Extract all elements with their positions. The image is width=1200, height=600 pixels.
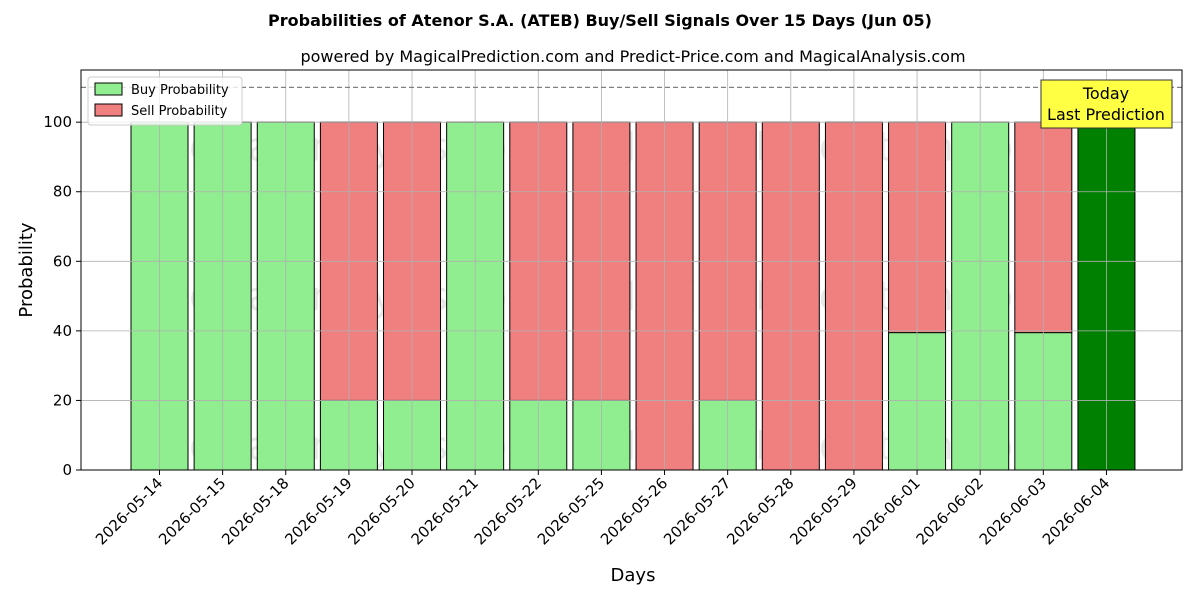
x-axis-ticks: 2026-05-142026-05-152026-05-182026-05-19… (92, 470, 1113, 548)
x-tick-label: 2026-06-04 (1039, 474, 1113, 548)
x-tick-label: 2026-06-02 (913, 474, 987, 548)
legend-label-buy: Buy Probability (131, 83, 229, 98)
x-tick-label: 2026-05-29 (786, 474, 860, 548)
legend-label-sell: Sell Probability (131, 104, 228, 119)
x-axis-label: Days (611, 565, 656, 586)
x-tick-label: 2026-05-21 (408, 474, 482, 548)
legend-swatch-sell (94, 103, 123, 117)
y-axis-label: Probability (16, 222, 37, 317)
today-annotation: Today Last Prediction (1040, 79, 1173, 129)
y-tick-label: 60 (53, 252, 72, 270)
x-tick-label: 2026-06-01 (850, 474, 924, 548)
chart-title: Probabilities of Atenor S.A. (ATEB) Buy/… (268, 11, 932, 30)
y-tick-label: 80 (53, 183, 72, 201)
reference-line-layer (81, 70, 1182, 471)
x-tick-label: 2026-06-03 (976, 474, 1050, 548)
x-tick-label: 2026-05-15 (155, 474, 229, 548)
x-tick-label: 2026-05-18 (218, 474, 292, 548)
legend-box (87, 76, 243, 126)
x-tick-label: 2026-05-20 (344, 474, 418, 548)
legend-swatch-buy (94, 82, 123, 96)
y-tick-label: 100 (43, 113, 72, 131)
legend: Buy Probability Sell Probability (87, 76, 243, 126)
x-tick-label: 2026-05-28 (723, 474, 797, 548)
annotation-line-2: Last Prediction (1047, 105, 1165, 124)
plot-frame (80, 69, 1183, 471)
y-tick-label: 0 (62, 461, 72, 479)
annotation-line-1: Today (1082, 84, 1129, 103)
x-tick-label: 2026-05-22 (471, 474, 545, 548)
x-tick-label: 2026-05-25 (534, 474, 608, 548)
y-axis-ticks: 0 20 40 60 80 100 (43, 113, 81, 479)
x-tick-label: 2026-05-27 (660, 474, 734, 548)
annotation-box (1040, 79, 1173, 129)
x-tick-label: 2026-05-19 (281, 474, 355, 548)
y-tick-label: 20 (53, 391, 72, 409)
chart-subtitle: powered by MagicalPrediction.com and Pre… (300, 47, 965, 66)
x-tick-label: 2026-05-26 (597, 474, 671, 548)
x-tick-label: 2026-05-14 (92, 474, 166, 548)
y-tick-label: 40 (53, 322, 72, 340)
